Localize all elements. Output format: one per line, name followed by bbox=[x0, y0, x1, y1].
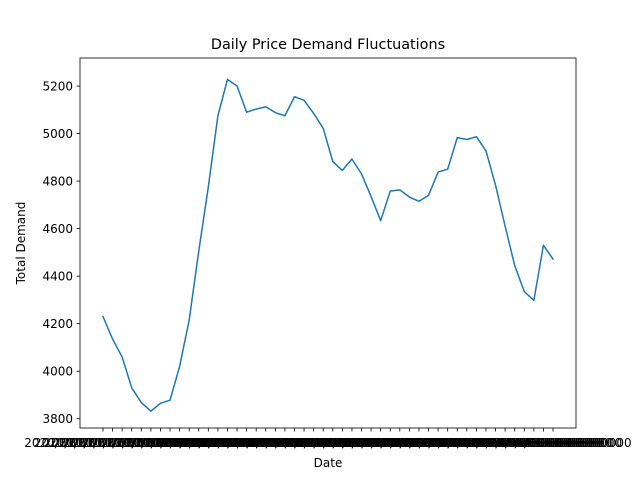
x-tick-label: 2020/01/01 00:00:000000 bbox=[388, 436, 545, 450]
x-tick-label: 2020/01/01 00:00:000000 bbox=[292, 436, 449, 450]
x-tick-label: 2020/01/01 00:00:000000 bbox=[350, 436, 507, 450]
x-tick-label: 2020/01/01 00:00:000000 bbox=[455, 436, 612, 450]
x-tick-label: 2020/01/01 00:00:000000 bbox=[321, 436, 478, 450]
x-axis-label: Date bbox=[314, 456, 343, 470]
x-tick-label: 2020/01/01 00:00:000000 bbox=[312, 436, 469, 450]
x-tick-label: 2020/01/01 00:00:000000 bbox=[264, 436, 421, 450]
y-tick-label: 4800 bbox=[42, 175, 73, 189]
x-tick-label: 2020/01/01 00:00:000000 bbox=[120, 436, 277, 450]
x-tick-label: 2020/01/01 00:00:000000 bbox=[24, 436, 181, 450]
x-tick-label: 2020/01/01 00:00:000000 bbox=[379, 436, 536, 450]
x-tick-label: 2020/01/01 00:00:000000 bbox=[139, 436, 296, 450]
plot-frame bbox=[79, 57, 577, 429]
x-tick-label: 2020/01/01 00:00:000000 bbox=[34, 436, 191, 450]
x-tick-label: 2020/01/01 00:00:000000 bbox=[369, 436, 526, 450]
x-tick-label: 2020/01/01 00:00:000000 bbox=[245, 436, 402, 450]
x-tick-label: 2020/01/01 00:00:000000 bbox=[63, 436, 220, 450]
x-tick-label: 2020/01/01 00:00:000000 bbox=[43, 436, 200, 450]
x-tick-label: 2020/01/01 00:00:000000 bbox=[168, 436, 325, 450]
y-tick-label: 4600 bbox=[42, 222, 73, 236]
y-axis-ticks: 3800 4000 4200 4400 4600 4800 5000 5200 bbox=[42, 80, 80, 426]
y-tick-label: 5200 bbox=[42, 80, 73, 94]
x-tick-label: 2020/01/01 00:00:000000 bbox=[197, 436, 354, 450]
x-tick-label: 2020/01/01 00:00:000000 bbox=[158, 436, 315, 450]
x-tick-label: 2020/01/01 00:00:000000 bbox=[216, 436, 373, 450]
x-tick-label: 2020/01/01 00:00:000000 bbox=[426, 436, 583, 450]
x-tick-label: 2020/01/01 00:00:000000 bbox=[53, 436, 210, 450]
x-tick-label: 2020/01/01 00:00:000000 bbox=[417, 436, 574, 450]
x-tick-label: 2020/01/01 00:00:000000 bbox=[110, 436, 267, 450]
x-tick-label: 2020/01/01 00:00:000000 bbox=[465, 436, 622, 450]
x-tick-label: 2020/01/01 00:00:000000 bbox=[206, 436, 363, 450]
x-tick-label: 2020/01/01 00:00:000000 bbox=[177, 436, 334, 450]
x-tick-label: 2020/01/01 00:00:000000 bbox=[398, 436, 555, 450]
x-tick-label: 2020/01/01 00:00:000000 bbox=[407, 436, 564, 450]
y-tick-label: 5000 bbox=[42, 127, 73, 141]
y-axis-label: Total Demand bbox=[14, 202, 28, 286]
x-tick-label: 2020/01/01 00:00:000000 bbox=[254, 436, 411, 450]
x-tick-label: 2020/01/01 00:00:000000 bbox=[149, 436, 306, 450]
y-tick-label: 4200 bbox=[42, 317, 73, 331]
x-tick-label: 2020/01/01 00:00:000000 bbox=[283, 436, 440, 450]
x-tick-label: 2020/01/01 00:00:000000 bbox=[72, 436, 229, 450]
x-tick-label: 2020/01/01 00:00:000000 bbox=[101, 436, 258, 450]
y-tick-label: 4400 bbox=[42, 270, 73, 284]
x-tick-label: 2020/01/01 00:00:000000 bbox=[302, 436, 459, 450]
data-points bbox=[102, 79, 554, 412]
x-tick-label: 2020/01/01 00:00:000000 bbox=[225, 436, 382, 450]
x-tick-label: 2020/01/01 00:00:000000 bbox=[187, 436, 344, 450]
x-tick-label: 2020/01/01 00:00:000000 bbox=[474, 436, 631, 450]
y-tick-label: 3800 bbox=[42, 412, 73, 426]
x-tick-label: 2020/01/01 00:00:000000 bbox=[436, 436, 593, 450]
x-tick-label: 2020/01/01 00:00:000000 bbox=[82, 436, 239, 450]
x-tick-label: 2020/01/01 00:00:000000 bbox=[340, 436, 497, 450]
series-line bbox=[102, 78, 555, 412]
chart-title: Daily Price Demand Fluctuations bbox=[211, 37, 445, 53]
x-tick-label: 2020/01/01 00:00:000000 bbox=[91, 436, 248, 450]
x-tick-label: 2020/01/01 00:00:000000 bbox=[359, 436, 516, 450]
y-tick-label: 4000 bbox=[42, 365, 73, 379]
x-tick-label: 2020/01/01 00:00:000000 bbox=[446, 436, 603, 450]
x-tick-label: 2020/01/01 00:00:000000 bbox=[130, 436, 287, 450]
x-tick-label: 2020/01/01 00:00:000000 bbox=[235, 436, 392, 450]
x-tick-label: 2020/01/01 00:00:000000 bbox=[331, 436, 488, 450]
x-tick-label: 2020/01/01 00:00:000000 bbox=[273, 436, 430, 450]
